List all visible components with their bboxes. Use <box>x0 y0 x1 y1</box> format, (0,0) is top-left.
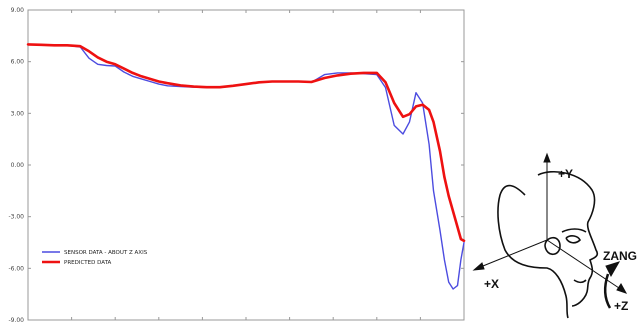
legend: SENSOR DATA - ABOUT Z AXIS PREDICTED DAT… <box>42 250 148 266</box>
eye <box>565 235 581 244</box>
brow <box>561 228 587 233</box>
y-tick-label: 6.00 <box>11 59 25 66</box>
y-tick-label: 9.00 <box>11 7 25 14</box>
rotation-label: ZANG <box>603 249 637 263</box>
y-tick-label: -9.00 <box>8 317 24 324</box>
y-tick-label: -6.00 <box>8 265 24 272</box>
legend-label-sensor: SENSOR DATA - ABOUT Z AXIS <box>64 250 148 256</box>
axis-y-label: +Y <box>558 167 573 181</box>
axis-y-arrowhead <box>543 152 551 163</box>
series-line-predicted <box>26 43 466 243</box>
ear <box>544 236 561 256</box>
legend-label-predicted: PREDICTED DATA <box>64 260 112 266</box>
plot-frame <box>27 9 465 321</box>
y-tick-label: -3.00 <box>8 214 24 221</box>
mouth <box>573 279 587 284</box>
rotation-arrowhead <box>605 261 621 278</box>
y-tick-label: 3.00 <box>11 110 25 117</box>
tick-layer: 9.00 6.00 3.00 0.00 -3.00 -6.00 -9.00 <box>8 7 464 324</box>
face-outline <box>537 170 599 307</box>
axis-x-arrowhead <box>472 262 485 271</box>
head-outline <box>497 184 569 319</box>
axis-x-line <box>477 239 548 269</box>
coordinate-axes <box>472 152 628 294</box>
axis-x-label: +X <box>484 277 499 291</box>
head-diagram <box>497 170 612 319</box>
axis-z-label: +Z <box>614 299 628 313</box>
y-tick-label: 0.00 <box>11 162 25 169</box>
axis-z-line <box>546 239 623 291</box>
axis-z-arrowhead <box>616 283 628 294</box>
rotation-arrow <box>604 273 612 309</box>
series-layer <box>26 43 466 290</box>
